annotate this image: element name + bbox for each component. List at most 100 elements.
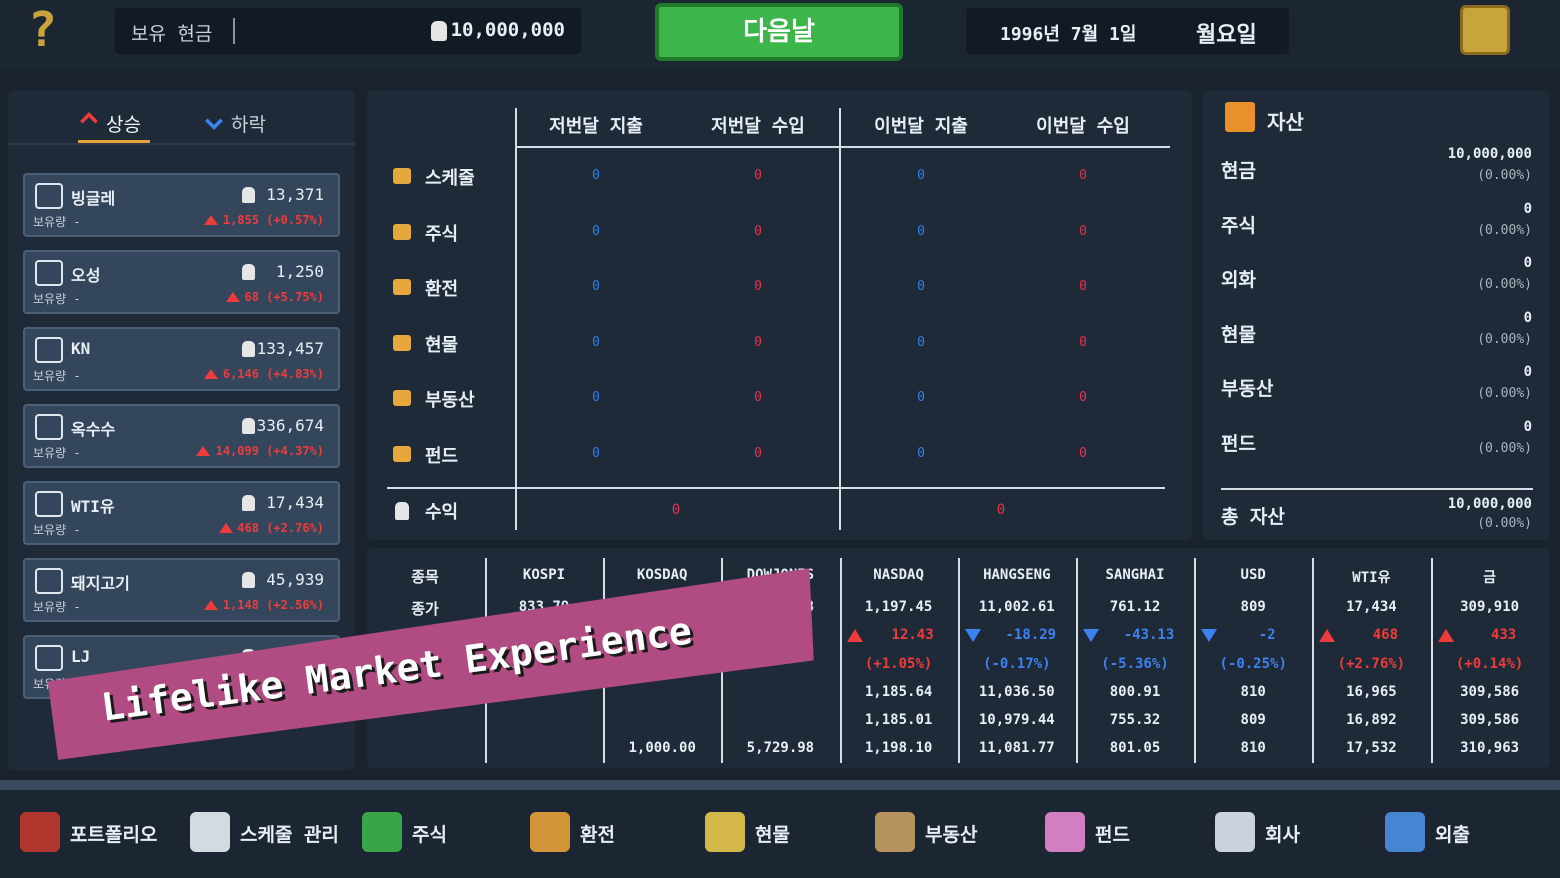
nav-item[interactable]: 회사 <box>1215 808 1380 858</box>
ledger-value: 0 <box>754 334 762 350</box>
nav-item[interactable]: 환전 <box>530 808 695 858</box>
market-name: KOSDAQ <box>636 567 688 583</box>
stock-card[interactable]: KN 보유량 - 133,457 6,146 (+4.83%) <box>23 327 340 391</box>
asset-share: (0.00%) <box>1477 331 1532 347</box>
profit-value: 0 <box>996 502 1006 518</box>
ledger-value: 0 <box>592 168 600 183</box>
ledger-value: 0 <box>1079 445 1087 461</box>
coin-icon <box>242 495 255 511</box>
coin-icon <box>242 264 255 280</box>
nav-item[interactable]: 펀드 <box>1045 808 1210 858</box>
row-label: 스케줄 <box>425 168 475 189</box>
market-cell: 809 <box>1240 712 1266 728</box>
stock-card[interactable]: 오성 보유량 - 1,250 68 (+5.75%) <box>23 250 340 314</box>
stock-name: WTI유 <box>71 497 115 516</box>
stock-card[interactable]: 돼지고기 보유량 - 45,939 1,148 (+2.56%) <box>23 558 340 622</box>
market-cell: (+0.14%) <box>1455 656 1524 672</box>
asset-share: (0.00%) <box>1477 440 1532 456</box>
next-day-button[interactable]: 다음날 <box>655 3 903 61</box>
row-icon <box>393 168 411 184</box>
stock-icon <box>35 337 63 363</box>
nav-label: 회사 <box>1265 824 1300 846</box>
nav-icon <box>1215 812 1255 852</box>
stock-change: 68 (+5.75%) <box>244 290 324 304</box>
nav-icon <box>875 812 915 852</box>
nav-icon <box>1045 812 1085 852</box>
holding: 보유량 - <box>33 446 81 460</box>
tab[interactable]: 하락 <box>231 114 266 136</box>
cash-value: 10,000,000 <box>450 19 565 41</box>
market-cell: 5,729.98 <box>746 740 815 756</box>
market-name: KOSPI <box>522 567 566 583</box>
market-cell: 17,434 <box>1346 599 1397 615</box>
up-arrow <box>218 523 233 533</box>
asset-share: (0.00%) <box>1477 222 1532 238</box>
date: 1996년 7월 1일 <box>1000 24 1137 45</box>
profit-value: 0 <box>671 502 681 518</box>
coin-icon <box>242 572 255 588</box>
ledger-value: 0 <box>754 223 762 239</box>
tab[interactable]: 상승 <box>106 114 141 136</box>
nav-item[interactable]: 포트폴리오 <box>20 808 185 858</box>
coin-icon <box>431 21 447 41</box>
market-name: HANGSENG <box>983 567 1051 583</box>
stock-card[interactable]: 빙글레 보유량 - 13,371 1,855 (+0.57%) <box>23 173 340 237</box>
market-divider <box>957 558 960 763</box>
market-name: WTI유 <box>1352 570 1391 586</box>
market-cell: 810 <box>1240 684 1266 700</box>
asset-label: 부동산 <box>1221 378 1274 400</box>
asset-label: 총 자산 <box>1221 506 1285 528</box>
market-cell: 309,586 <box>1460 712 1520 728</box>
asset-value: 10,000,000 <box>1447 146 1532 162</box>
asset-value: 0 <box>1523 200 1532 217</box>
ledger-hline <box>515 146 1170 148</box>
assets-panel: 자산 현금 10,000,000 (0.00%) 주식 0 (0.00%) 외화 0 (0.00%… <box>1203 90 1550 540</box>
row-label: 부동산 <box>425 390 475 411</box>
market-cell: 309,910 <box>1460 599 1520 615</box>
stock-price: 133,457 <box>256 339 324 358</box>
stock-change: 468 (+2.76%) <box>237 521 324 535</box>
nav-item[interactable]: 주식 <box>362 808 527 858</box>
stock-card[interactable]: 옥수수 보유량 - 336,674 14,099 (+4.37%) <box>23 404 340 468</box>
stock-price: 1,250 <box>275 262 324 281</box>
asset-share: (0.00%) <box>1477 277 1532 292</box>
ledger-value: 0 <box>592 445 600 461</box>
market-cell: 761.12 <box>1109 599 1161 615</box>
stock-price: 336,674 <box>256 416 324 435</box>
market-name: USD <box>1240 567 1266 583</box>
ledger-hline <box>387 487 1165 489</box>
asset-value: 10,000,000 <box>1447 496 1532 512</box>
help-button[interactable]: ? <box>28 2 57 58</box>
holding: 보유량 - <box>33 523 81 537</box>
market-cell: (+2.76%) <box>1337 656 1406 672</box>
ledger-value: 0 <box>592 223 600 239</box>
nav-label: 포트폴리오 <box>70 824 158 846</box>
nav-icon <box>362 812 402 852</box>
stock-icon <box>35 260 63 286</box>
nav-label: 현물 <box>755 824 790 846</box>
nav-icon <box>705 812 745 852</box>
market-cell: 16,965 <box>1346 684 1397 700</box>
bottom-nav: 포트폴리오 스케줄 관리 주식 환전 현물 부동산 펀드 회사 외출 <box>0 790 1560 878</box>
stock-price: 17,434 <box>266 493 324 512</box>
market-cell: (-5.36%) <box>1101 656 1169 672</box>
market-cell: 11,081.77 <box>978 740 1055 756</box>
tab-icon <box>205 112 223 130</box>
ledger-panel: 저번달 지출 저번달 수입 이번달 지출 이번달 수입 스케줄 0 0 0 0 주식 0 0 0 0 환전 0… <box>367 90 1192 540</box>
nav-icon <box>190 812 230 852</box>
nav-item[interactable]: 스케줄 관리 <box>190 808 355 858</box>
menu-button[interactable] <box>1460 5 1510 55</box>
up-arrow <box>203 369 218 379</box>
up-arrow <box>226 292 241 302</box>
market-cell: 11,036.50 <box>978 684 1055 700</box>
nav-item[interactable]: 부동산 <box>875 808 1040 858</box>
nav-item[interactable]: 외출 <box>1385 808 1550 858</box>
column-header: 이번달 지출 <box>874 116 968 137</box>
row-icon <box>393 334 411 351</box>
assets-title: 자산 <box>1267 110 1304 134</box>
market-cell: 809 <box>1240 599 1266 615</box>
ledger-value: 0 <box>917 334 925 350</box>
ledger-value: 0 <box>754 168 762 183</box>
nav-item[interactable]: 현물 <box>705 808 870 858</box>
